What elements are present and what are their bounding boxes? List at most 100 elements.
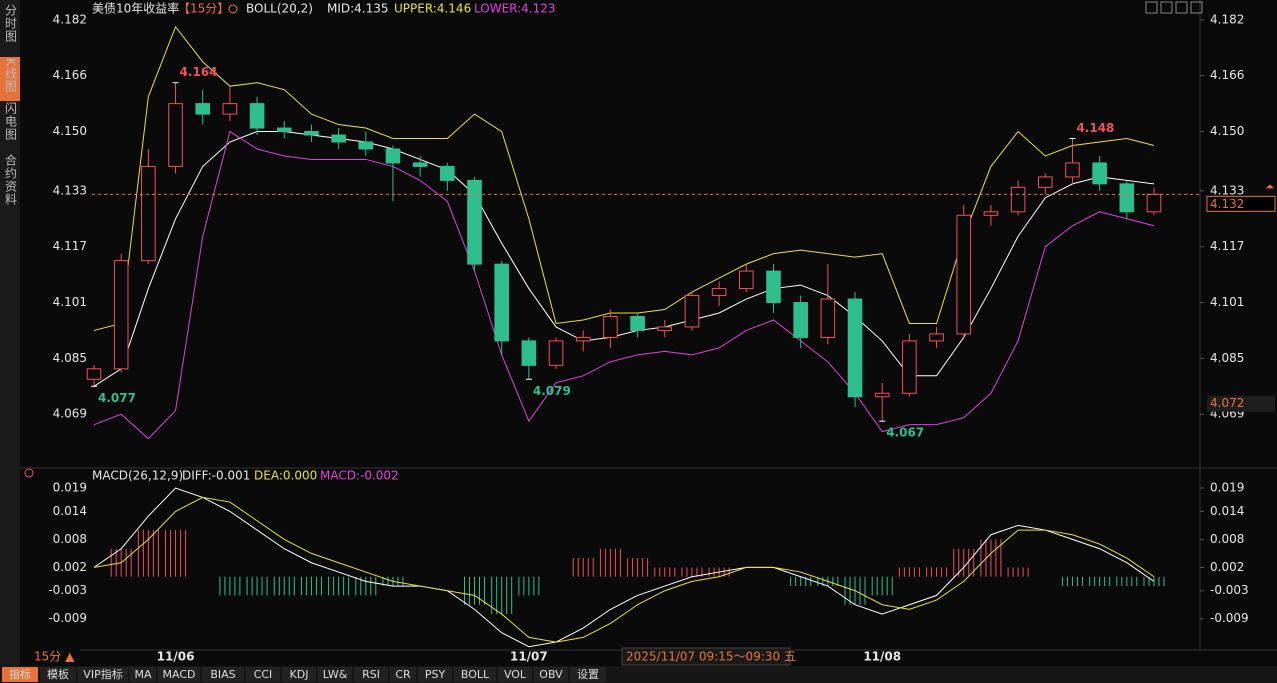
candle-body [739, 270, 754, 290]
tab-bg[interactable] [202, 667, 244, 682]
status-box [621, 647, 791, 666]
candle-body [1065, 162, 1080, 178]
y-tick-label-right: 4.182 [1210, 12, 1244, 26]
candle-body [766, 270, 781, 304]
sidebar-active [0, 57, 20, 101]
line-lower [93, 130, 1155, 440]
candle-body [630, 315, 645, 331]
marker-label: 4.072 [1210, 396, 1244, 410]
candle-body [331, 134, 346, 143]
legend-mid: MID:4.135 [327, 2, 389, 16]
legend-macd: MACD:-0.002 [320, 469, 399, 483]
sidebar-tab[interactable]: 闪电图 [4, 102, 18, 141]
tab[interactable]: CR [395, 668, 411, 681]
tab-bg[interactable] [78, 667, 128, 682]
tab[interactable]: MACD [163, 668, 196, 681]
candle-body [1037, 176, 1053, 188]
tab-bg[interactable] [130, 667, 156, 682]
candle-body [820, 298, 836, 338]
y-tick-label: 0.019 [53, 481, 87, 495]
candle-body [385, 148, 401, 164]
legend-lower: LOWER:4.123 [474, 2, 556, 16]
tab-bg[interactable] [534, 667, 568, 682]
add-icon[interactable] [228, 4, 238, 14]
candle-body [1010, 186, 1026, 213]
legend-upper: UPPER:4.146 [394, 2, 471, 16]
candle-body [874, 392, 890, 398]
tab-bg[interactable] [498, 667, 532, 682]
y-tick-label-right: 4.101 [1210, 295, 1244, 309]
tab-bg[interactable] [570, 667, 606, 682]
candle-body [711, 288, 727, 297]
last-price-label: 4.132 [1210, 197, 1244, 211]
candle-body [412, 162, 428, 167]
y-tick-label-right: 0.008 [1210, 532, 1244, 546]
candle-body [222, 103, 238, 115]
tab[interactable]: 模板 [47, 667, 69, 681]
tab[interactable]: VOL [504, 668, 527, 681]
y-tick-label: 4.117 [53, 239, 87, 253]
tab[interactable]: KDJ [290, 668, 309, 681]
tab[interactable]: CCI [254, 668, 273, 681]
tab-bg[interactable] [282, 667, 316, 682]
tab[interactable]: RSI [362, 668, 380, 681]
btn[interactable] [1160, 1, 1173, 14]
y-tick-label: 4.166 [53, 68, 87, 82]
y-tick-label-right: 4.166 [1210, 68, 1244, 82]
tab-bg[interactable] [318, 667, 352, 682]
y-tick-label: 4.150 [53, 124, 87, 138]
btn[interactable] [1145, 1, 1158, 14]
macd-icon[interactable] [24, 468, 34, 478]
tab[interactable]: LW& [323, 668, 348, 681]
tab-bg[interactable] [246, 667, 280, 682]
tab[interactable]: 设置 [577, 668, 599, 681]
tab-bg[interactable] [158, 667, 200, 682]
annotation: 4.067 [886, 426, 924, 440]
y-tick-label: -0.003 [48, 583, 87, 597]
y-tick-label-right: -0.003 [1210, 583, 1249, 597]
annotation: 4.077 [98, 391, 136, 405]
y-tick-label: -0.009 [48, 611, 87, 625]
tab[interactable]: MA [134, 668, 151, 681]
legend-dea: DEA:0.000 [254, 469, 317, 483]
sidebar-tab[interactable]: 分时图 [4, 4, 18, 43]
candle-body [684, 295, 700, 328]
x-tick-label: 11/06 [157, 650, 195, 664]
period-button[interactable]: 15分 ▲ [34, 650, 75, 664]
tab[interactable]: 指标 [9, 667, 31, 681]
legend-diff: DIFF:-0.001 [182, 469, 250, 483]
candle-body [249, 103, 265, 129]
line-dea [93, 496, 1155, 643]
y-tick-label: 0.008 [53, 532, 87, 546]
tab[interactable]: BOLL [461, 668, 490, 681]
y-tick-label-right: 4.085 [1210, 351, 1244, 365]
chart-title: 美债10年收益率 [92, 1, 179, 16]
period-button-bg[interactable] [20, 648, 80, 665]
btn[interactable] [1190, 1, 1203, 14]
tab[interactable]: PSY [425, 668, 446, 681]
y-tick-label: 4.182 [53, 12, 87, 26]
window-buttons[interactable] [1145, 1, 1203, 14]
sidebar-tab[interactable]: K线图 [4, 58, 18, 93]
btn[interactable] [1175, 1, 1188, 14]
tab-bg[interactable] [454, 667, 496, 682]
x-tick-label: 11/07 [510, 650, 548, 664]
candle-body [983, 211, 999, 216]
tab-bg[interactable] [2, 667, 38, 682]
tab[interactable]: BIAS [210, 668, 235, 681]
tab[interactable]: OBV [539, 668, 563, 681]
y-tick-label: 4.133 [53, 183, 87, 197]
tab-bg[interactable] [40, 667, 76, 682]
tab-bg[interactable] [390, 667, 416, 682]
sidebar-tab[interactable]: 合约资料 [4, 153, 18, 206]
line-diff [93, 487, 1155, 648]
candle-body [440, 165, 455, 181]
tab-bg[interactable] [418, 667, 452, 682]
y-tick-label-right: 0.014 [1210, 504, 1244, 518]
tab-bg[interactable] [354, 667, 388, 682]
last-price-box [1206, 195, 1276, 212]
annotation: 4.164 [180, 65, 218, 79]
tab[interactable]: VIP指标 [83, 667, 122, 681]
macd-title: MACD(26,12,9) [92, 469, 183, 483]
